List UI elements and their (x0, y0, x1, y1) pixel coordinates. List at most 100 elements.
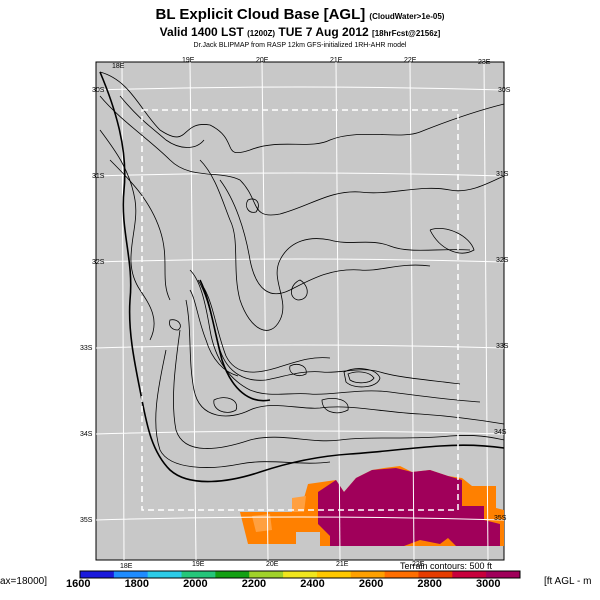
colorbar-tick-label: 2200 (241, 578, 267, 590)
contour-closed-6 (213, 397, 238, 413)
colorbar-swatch (350, 571, 386, 578)
colorbar-tick-label: 2000 (183, 578, 208, 590)
lat-label-right: 33S (496, 343, 509, 350)
parallel-35 (95, 516, 505, 521)
lat-labels-left: 30S 31S 32S 33S 34S 35S (80, 87, 105, 524)
lat-label-left: 31S (92, 173, 105, 180)
terrain-contours (99, 71, 505, 468)
colorbar-swatch (113, 571, 149, 578)
lon-label-top: 20E (256, 57, 269, 64)
parallel-31 (95, 172, 505, 177)
valid-time: Valid 1400 LST (1200Z) TUE 7 Aug 2012 [1… (0, 25, 600, 41)
lon-label-top: 19E (182, 57, 195, 64)
colorbar (79, 570, 521, 579)
lon-label-bottom: 18E (120, 563, 133, 570)
fill-light-orange-2 (292, 496, 306, 512)
colorbar-swatch (181, 571, 216, 578)
colorbar-swatch (215, 571, 250, 578)
colorbar-tick-label: 1600 (66, 578, 91, 590)
lat-label-left: 33S (80, 345, 93, 352)
meridian-19 (189, 61, 197, 561)
valid-utc: (1200Z) (247, 29, 276, 38)
contour-m (429, 228, 475, 254)
contour-closed-7 (246, 198, 259, 213)
colorbar-swatch (249, 571, 284, 578)
lon-label-top: 23E (478, 59, 491, 66)
lon-label-top: 18E (112, 63, 125, 70)
lon-label-bottom: 22E (412, 561, 425, 568)
contour-b (99, 95, 505, 216)
lat-label-left: 32S (92, 259, 105, 266)
lat-label-right: 34S (494, 429, 507, 436)
coastline (99, 71, 505, 483)
colorbar-tick-label: 2600 (358, 578, 384, 590)
meridian-20 (261, 61, 269, 561)
lon-label-bottom: 21E (336, 561, 349, 568)
contour-l (155, 349, 331, 468)
fill-magenta (318, 468, 500, 546)
title-main: BL Explicit Cloud Base [AGL] (155, 6, 366, 23)
colorbar-swatch (486, 571, 521, 578)
parallel-33 (95, 344, 505, 349)
colorbar-left-text: ax=18000] (0, 576, 47, 587)
contour-closed-3 (347, 371, 375, 384)
terrain-note: Terrain contours: 500 ft (400, 561, 493, 571)
valid-lst: Valid 1400 LST (159, 25, 244, 39)
lat-label-left: 35S (80, 517, 93, 524)
lon-labels-top: 18E 19E 20E 21E 22E 23E (112, 57, 491, 70)
colorbar-tick-label: 1800 (124, 578, 150, 590)
cloud-base-fill (240, 466, 504, 546)
contour-closed-5 (321, 398, 349, 414)
lat-label-right: 35S (494, 515, 507, 522)
colorbar-swatch (418, 571, 453, 578)
contour-c (99, 129, 155, 341)
inner-domain-box (141, 109, 459, 511)
meridian-21 (335, 61, 341, 561)
contour-closed-4 (289, 364, 307, 376)
colorbar-swatch (452, 571, 487, 578)
contour-k (173, 329, 505, 449)
colorbar-swatch (384, 571, 419, 578)
lon-label-bottom: 19E (192, 561, 205, 568)
colorbar-swatch (283, 571, 318, 578)
lat-label-right: 31S (496, 171, 509, 178)
latlon-grid (95, 61, 505, 561)
contour-j (185, 299, 505, 425)
contour-n (119, 95, 205, 148)
parallel-34 (95, 430, 505, 435)
colorbar-tick-label: 3000 (476, 578, 501, 590)
lat-label-left: 30S (92, 87, 105, 94)
lon-label-top: 22E (404, 57, 417, 64)
title-block: BL Explicit Cloud Base [AGL] (CloudWater… (0, 6, 600, 51)
parallel-30 (95, 86, 505, 91)
contour-d (109, 159, 171, 301)
lat-label-left: 34S (80, 431, 93, 438)
colorbar-swatch (80, 571, 115, 578)
map-title: BL Explicit Cloud Base [AGL] (CloudWater… (0, 6, 600, 25)
contour-a (99, 71, 505, 154)
forecast-info: [18hrFcst@2156z] (372, 29, 441, 38)
colorbar-tick-label: 2800 (417, 578, 442, 590)
contour-e (199, 159, 471, 331)
lat-label-right: 30S (498, 87, 511, 94)
lon-label-bottom: 20E (266, 561, 279, 568)
colorbar-tick-label: 2400 (300, 578, 325, 590)
lon-label-top: 21E (330, 57, 343, 64)
lat-label-right: 32S (496, 257, 509, 264)
valid-date: TUE 7 Aug 2012 (278, 25, 369, 39)
contour-closed-8 (169, 319, 181, 331)
ridge-line (199, 279, 271, 402)
meridian-23 (483, 61, 489, 561)
contour-closed-1 (291, 279, 308, 301)
contour-i (203, 287, 331, 373)
colorbar-swatch (147, 571, 183, 578)
colorbar-border (79, 570, 521, 579)
colorbar-right-text: [ft AGL - m (544, 576, 592, 587)
contour-g (189, 269, 481, 403)
title-qualifier: (CloudWater>1e-05) (369, 12, 445, 21)
contour-closed-2 (343, 368, 381, 388)
meridian-22 (409, 61, 415, 561)
lon-labels-bottom: 18E 19E 20E 21E 22E (120, 561, 425, 570)
contour-f (219, 179, 431, 295)
parallel-32 (95, 258, 505, 263)
